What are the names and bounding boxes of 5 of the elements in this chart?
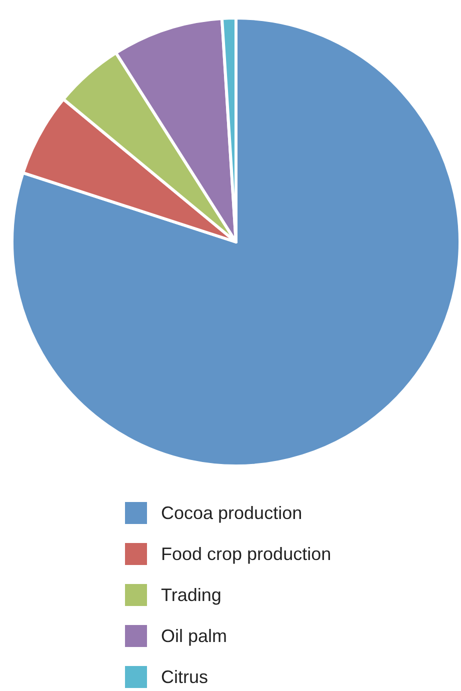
legend-label: Oil palm [161,626,228,646]
legend-label: Trading [161,585,222,605]
legend-label: Cocoa production [161,503,302,523]
legend-label: Food crop production [161,544,332,564]
legend-label: Citrus [161,667,208,687]
